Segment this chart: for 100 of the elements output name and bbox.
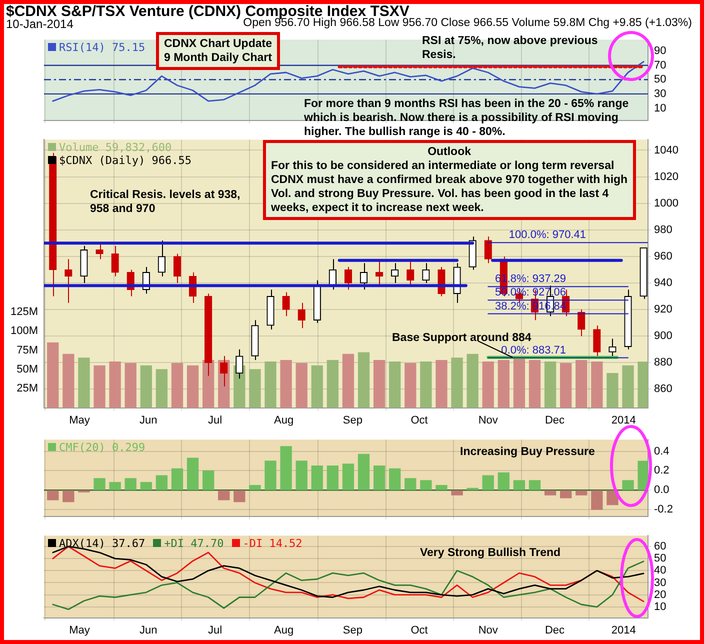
candlestick [344,266,352,290]
bar [109,482,121,490]
y-tick-label: 60 [654,540,666,553]
bar [342,464,354,490]
legend-label: +DI 47.70 [164,536,224,550]
bar [544,361,556,408]
annotation: For more than 9 months RSI has been in the 20 - 65% range which is bearish. Now there is a possibility of RSI moving higher. The bullish range is 40 - 80%. [304,97,629,139]
bar [94,365,106,408]
x-tick-label: Jul [208,414,222,426]
bar [171,468,184,490]
bar [436,360,448,408]
bar [498,472,510,490]
bar [249,369,261,408]
y-tick-label: 0.0 [654,484,670,496]
bar [528,360,541,408]
bar [249,484,261,490]
candlestick [158,240,166,277]
bar [218,490,230,500]
x-tick-label: Nov [478,624,498,636]
bar [528,480,541,490]
y2-tick-label: 75M [16,344,38,356]
candlestick [360,262,368,290]
x-tick-label: 2014 [611,624,636,636]
candlestick [111,245,119,277]
y-tick-label: 920 [654,304,672,316]
bar [94,478,106,490]
bar [109,361,121,408]
bar [280,446,292,490]
bar [560,363,572,408]
annotation: CDNX Chart Update 9 Month Daily Chart [164,37,272,65]
bar [326,466,339,490]
candlestick [282,292,290,317]
y-tick-label: 1000 [654,197,678,210]
bar [264,361,276,408]
x-tick-label: Jul [208,624,222,636]
series-label: 100.0%: 970.41 [508,229,586,242]
bar [124,478,136,490]
bar [436,484,448,490]
x-tick-label: 2014 [611,414,636,426]
text: 10-Jan-2014 [6,17,74,31]
bar [124,363,136,408]
bar [420,480,432,490]
x-tick-label: Jun [139,414,158,426]
candlestick [328,258,337,290]
bar [576,490,588,496]
candlestick [64,258,72,304]
bar [622,480,634,490]
bar [373,466,386,490]
y-tick-label: 90 [654,45,666,58]
bar [622,365,634,408]
bar [234,490,246,502]
bar [389,468,401,490]
y-tick-label: 30 [654,88,666,100]
bar [591,490,603,510]
x-tick-label: May [69,414,90,426]
legend-label: ADX(14) 37.67 [59,536,146,550]
x-tick-label: Jun [139,624,158,636]
y2-tick-label: 100M [10,325,38,338]
bar [544,490,556,496]
bar [576,360,588,408]
y-tick-label: -0.2 [654,504,673,516]
candlestick [484,236,492,264]
y-tick-label: 70 [654,59,666,72]
bar [140,365,152,408]
legend-label: -DI 14.52 [242,536,302,550]
bar [311,365,323,408]
y-tick-label: 0.4 [654,445,670,458]
bar [373,360,386,408]
bar [638,460,648,490]
bar [62,490,74,502]
candlestick [593,324,601,358]
legend-label: Volume 59,832,600 [59,140,172,154]
bar [420,361,432,408]
y-tick-label: 940 [654,277,672,290]
bar [296,363,308,408]
y-tick-label: 20 [654,588,666,601]
annotation: Increasing Buy Pressure [460,445,595,459]
legend-label: $CDNX (Daily) 966.55 [59,154,192,167]
bar [591,361,603,408]
bar [156,369,168,408]
y-tick-label: 860 [654,383,672,396]
annotation: Base Support around 884 [392,331,532,345]
x-tick-label: May [69,624,90,636]
bar [638,362,648,408]
x-tick-label: Dec [544,414,566,426]
candlestick [422,262,430,284]
candlestick [96,242,104,260]
bar [498,360,510,408]
bar [451,490,463,496]
x-tick-label: Dec [544,624,566,636]
bar [451,358,463,408]
bar [156,475,168,490]
y-tick-label: 40 [654,564,666,577]
bar [389,361,401,408]
bar [296,460,308,490]
candlestick [173,253,182,284]
bar [47,342,59,408]
x-tick-label: Oct [410,414,428,426]
bar [560,490,572,498]
bar [311,466,323,490]
